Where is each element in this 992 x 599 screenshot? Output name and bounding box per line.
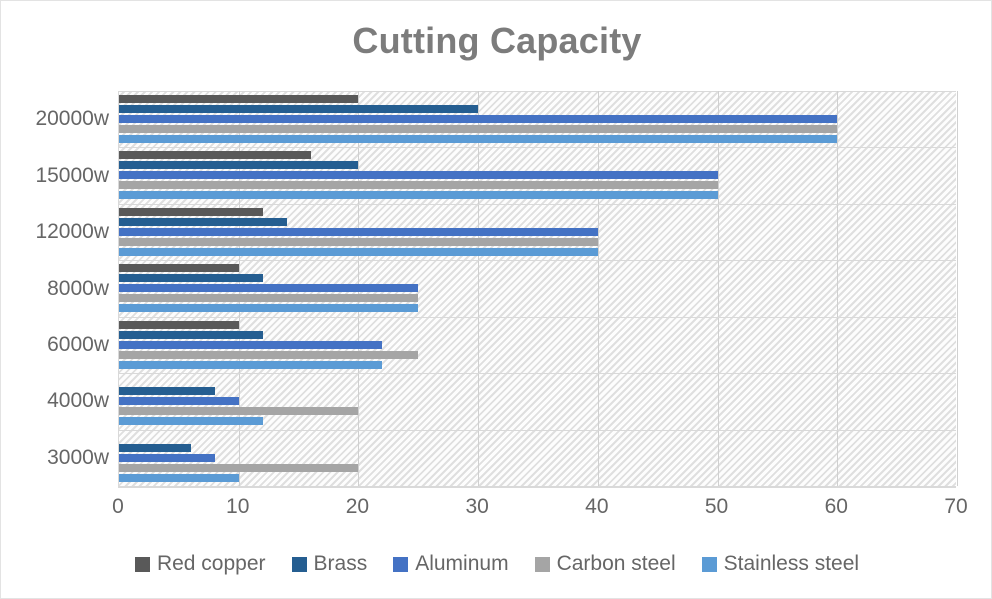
bar[interactable] (119, 397, 239, 405)
legend-item[interactable]: Red copper (134, 552, 266, 576)
bar[interactable] (119, 208, 263, 216)
x-axis-tick-label: 30 (465, 495, 489, 518)
gridline-y-4 (119, 317, 956, 318)
gridline-y-1 (119, 147, 956, 148)
bar[interactable] (119, 191, 718, 199)
bar[interactable] (119, 151, 311, 159)
bar-group (119, 147, 956, 203)
legend-swatch-icon (534, 556, 550, 572)
gridline-x-70 (957, 91, 958, 486)
bar[interactable] (119, 264, 239, 272)
legend-item[interactable]: Brass (291, 552, 368, 576)
legend-label: Aluminum (415, 552, 509, 575)
bar[interactable] (119, 171, 718, 179)
plot-area (118, 91, 958, 486)
bar[interactable] (119, 161, 359, 169)
bar[interactable] (119, 228, 598, 236)
bar[interactable] (119, 331, 263, 339)
x-axis-tick-label: 60 (824, 495, 848, 518)
gridline-x-60 (837, 91, 839, 486)
plot-top-border (119, 91, 956, 92)
y-axis-category-label: 12000w (35, 220, 109, 243)
y-axis-category-label: 15000w (35, 164, 109, 187)
y-axis-line (118, 91, 119, 488)
bar[interactable] (119, 181, 718, 189)
bar[interactable] (119, 444, 191, 452)
bar[interactable] (119, 417, 263, 425)
y-axis-category-label: 8000w (47, 277, 109, 300)
bar[interactable] (119, 341, 383, 349)
legend-swatch-icon (291, 556, 307, 572)
legend-item[interactable]: Aluminum (393, 552, 509, 576)
x-axis-line (118, 486, 956, 488)
y-axis-labels: 20000w 15000w 12000w 8000w 6000w 4000w 3000w (1, 91, 109, 486)
bar[interactable] (119, 454, 215, 462)
bar[interactable] (119, 361, 383, 369)
legend-label: Carbon steel (556, 552, 676, 575)
bar[interactable] (119, 238, 598, 246)
bar-group (119, 430, 956, 486)
chart-title: Cutting Capacity (352, 20, 642, 61)
x-axis-tick-label: 40 (585, 495, 609, 518)
bar[interactable] (119, 284, 419, 292)
bar[interactable] (119, 294, 419, 302)
bar[interactable] (119, 105, 479, 113)
gridline-y-5 (119, 373, 956, 374)
bar[interactable] (119, 407, 359, 415)
y-axis-category-label: 4000w (47, 389, 109, 412)
gridline-y-6 (119, 430, 956, 431)
gridline-x-30 (478, 91, 480, 486)
gridline-y-2 (119, 204, 956, 205)
gridline-x-40 (597, 91, 599, 486)
legend-label: Stainless steel (723, 552, 860, 575)
legend-label: Brass (313, 552, 368, 575)
bar-group (119, 260, 956, 316)
legend-item[interactable]: Stainless steel (701, 552, 860, 576)
bar[interactable] (119, 248, 598, 256)
y-axis-category-label: 20000w (35, 107, 109, 130)
chart-legend: Red copper Brass Aluminum Carbon steel Stain… (1, 544, 991, 584)
bar[interactable] (119, 125, 838, 133)
y-axis-category-label: 3000w (47, 446, 109, 469)
bar[interactable] (119, 321, 239, 329)
bar-group (119, 317, 956, 373)
x-axis-tick-label: 10 (226, 495, 250, 518)
bar[interactable] (119, 387, 215, 395)
bar-group (119, 373, 956, 429)
bar[interactable] (119, 218, 287, 226)
bar[interactable] (119, 274, 263, 282)
legend-swatch-icon (134, 556, 150, 572)
bar[interactable] (119, 474, 239, 482)
bar[interactable] (119, 135, 838, 143)
gridline-y-3 (119, 260, 956, 261)
bar-group (119, 91, 956, 147)
gridline-x-50 (717, 91, 719, 486)
x-axis-tick-label: 20 (345, 495, 370, 518)
legend-item[interactable]: Carbon steel (534, 552, 676, 576)
bar[interactable] (119, 464, 359, 472)
legend-label: Red copper (156, 552, 266, 575)
x-axis-tick-label: 0 (112, 495, 124, 518)
x-axis-tick-label: 70 (944, 495, 968, 518)
x-axis-tick-labels: 0 10 20 30 40 50 60 70 (1, 494, 991, 528)
bar[interactable] (119, 304, 419, 312)
bar-group (119, 204, 956, 260)
y-axis-category-label: 6000w (47, 333, 109, 356)
bar[interactable] (119, 95, 359, 103)
legend-swatch-icon (701, 556, 717, 572)
bar[interactable] (119, 115, 838, 123)
legend-swatch-icon (393, 556, 409, 572)
bar[interactable] (119, 351, 419, 359)
x-axis-tick-label: 50 (704, 495, 729, 518)
